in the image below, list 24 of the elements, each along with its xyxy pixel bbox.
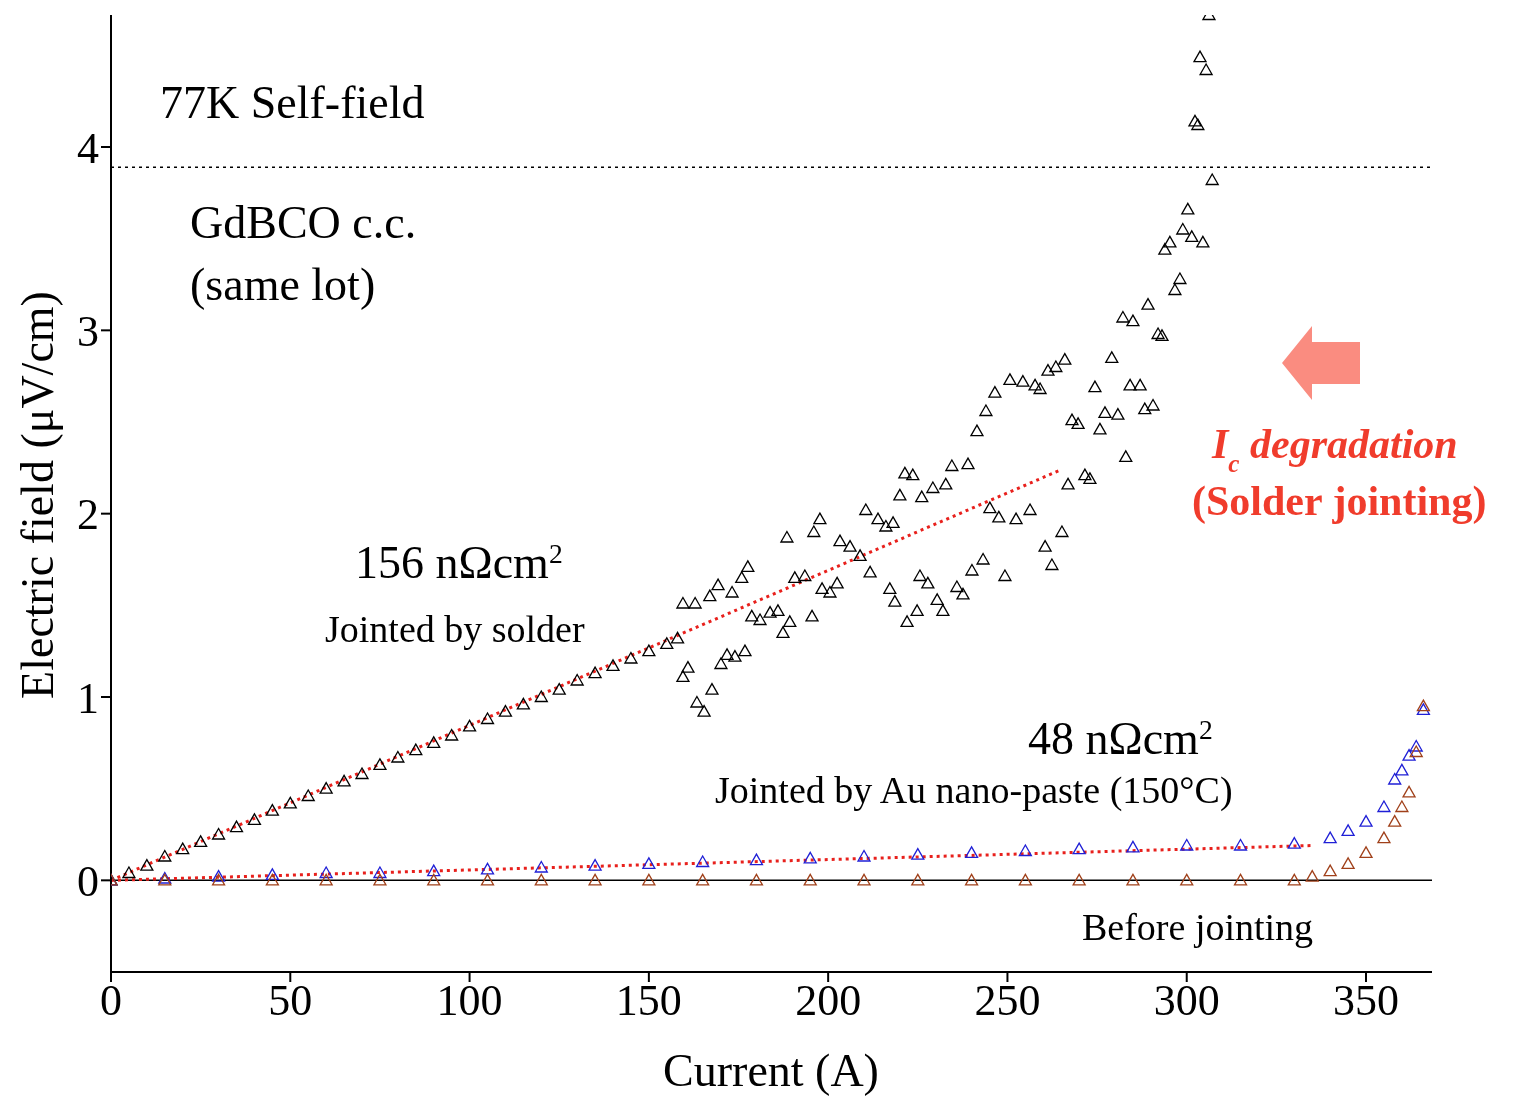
x-tick-label: 250 — [974, 976, 1041, 1026]
annotation: Before jointing — [1082, 906, 1314, 948]
x-tick-label: 300 — [1153, 976, 1220, 1026]
x-tick-label: 50 — [268, 976, 313, 1026]
annotation: 77K Self-field — [160, 77, 425, 128]
x-axis-title: Current (A) — [663, 1045, 879, 1096]
annotation: (same lot) — [190, 259, 376, 310]
annotation: I$_{c}$ degradation — [1211, 421, 1458, 477]
x-tick-label: 150 — [615, 976, 682, 1026]
annotation: Jointed by Au nano-paste (150°C) — [715, 769, 1233, 812]
x-tick-label: 350 — [1333, 976, 1400, 1026]
annotation: Jointed by solder — [325, 608, 585, 650]
y-tick-label: 1 — [77, 673, 99, 723]
x-tick-label: 200 — [795, 976, 862, 1026]
annotation: GdBCO c.c. — [190, 197, 417, 248]
annotation: (Solder jointing) — [1192, 478, 1487, 525]
y-tick-label: 0 — [77, 856, 99, 906]
y-axis-title: Electric field (μV/cm) — [12, 291, 63, 699]
y-tick-label: 4 — [77, 123, 99, 173]
y-tick-label: 2 — [77, 490, 99, 540]
annotation: 156 nΩcm$^{2}$ — [355, 537, 563, 588]
annotation: 48 nΩcm$^{2}$ — [1028, 713, 1213, 764]
y-tick-label: 3 — [77, 306, 99, 356]
x-tick-label: 100 — [436, 976, 503, 1026]
